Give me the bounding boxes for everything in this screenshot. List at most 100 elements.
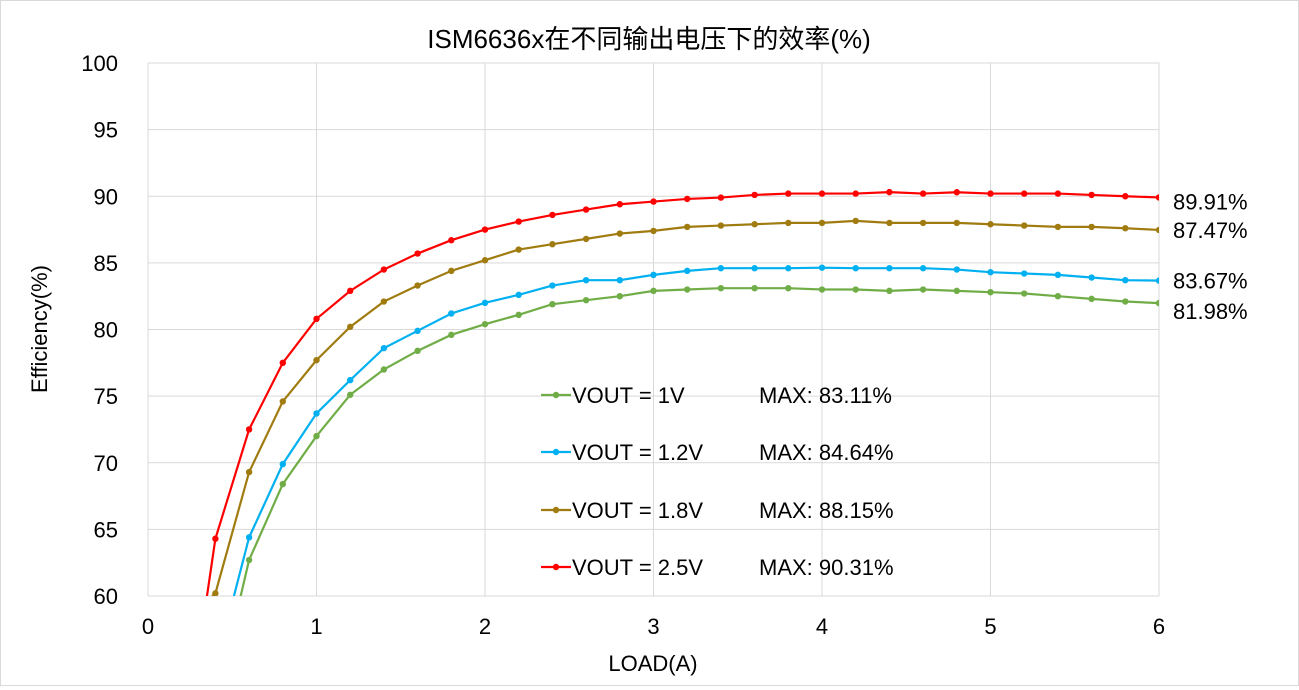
- data-point: [347, 391, 354, 398]
- data-point: [818, 264, 826, 271]
- data-point: [1155, 226, 1159, 234]
- data-point: [1088, 223, 1095, 231]
- data-point: [953, 219, 960, 227]
- series-line: [211, 219, 1159, 596]
- data-point: [481, 257, 489, 264]
- data-point: [785, 284, 792, 292]
- data-point: [313, 356, 320, 364]
- y-tick-label: 90: [94, 184, 118, 209]
- data-point: [448, 267, 455, 275]
- data-point: [717, 194, 725, 201]
- data-point: [380, 344, 388, 352]
- data-point: [414, 347, 421, 355]
- data-point: [852, 190, 859, 197]
- end-value-labels: 81.98% 83.67% 87.47% 89.91%: [1173, 189, 1248, 324]
- data-point: [852, 265, 859, 272]
- data-point: [953, 189, 960, 196]
- y-tick-label: 70: [94, 451, 118, 476]
- data-point: [1122, 225, 1129, 232]
- data-point: [582, 235, 590, 243]
- data-point: [684, 223, 691, 231]
- data-point: [549, 241, 556, 248]
- data-point: [1122, 193, 1129, 200]
- data-point: [616, 230, 623, 237]
- data-point: [582, 276, 590, 284]
- y-axis-ticks: 60 65 70 75 80 85 90 95 100: [81, 51, 118, 609]
- data-point: [380, 298, 388, 305]
- data-point: [279, 480, 286, 488]
- data-point: [886, 265, 893, 272]
- x-tick-label: 0: [142, 614, 154, 639]
- data-point: [650, 227, 657, 235]
- y-tick-label: 100: [81, 51, 118, 76]
- data-point: [919, 265, 927, 272]
- data-point: [481, 226, 489, 233]
- data-point: [1088, 295, 1095, 303]
- data-point: [919, 219, 927, 227]
- legend-item: VOUT = 2.5V MAX: 90.31%: [541, 555, 894, 580]
- data-point: [1155, 299, 1159, 307]
- data-point: [347, 376, 354, 384]
- data-point: [481, 320, 489, 328]
- data-point: [886, 188, 893, 196]
- data-point: [515, 311, 522, 319]
- data-point: [818, 219, 826, 227]
- data-point: [347, 323, 354, 331]
- legend-item: VOUT = 1.8V MAX: 88.15%: [541, 498, 894, 523]
- data-point: [751, 265, 758, 272]
- data-point: [279, 359, 286, 367]
- data-point: [448, 331, 455, 339]
- legend-swatch-marker: [552, 563, 560, 571]
- x-tick-label: 3: [647, 614, 659, 639]
- data-point: [785, 190, 792, 197]
- data-point: [1054, 292, 1062, 300]
- data-point: [313, 432, 320, 440]
- legend-max-label: MAX: 88.15%: [759, 498, 894, 523]
- data-point: [1054, 271, 1062, 279]
- data-point: [279, 460, 286, 468]
- data-point: [481, 299, 489, 307]
- data-point: [1155, 194, 1159, 201]
- data-point: [380, 266, 388, 273]
- data-point: [818, 190, 826, 197]
- data-point: [212, 590, 219, 596]
- data-point: [684, 195, 691, 203]
- y-tick-label: 75: [94, 384, 118, 409]
- data-point: [919, 190, 927, 197]
- plot-grid: [147, 62, 1160, 597]
- data-point: [785, 219, 792, 227]
- data-point: [751, 284, 758, 292]
- data-point: [616, 292, 623, 300]
- data-point: [919, 286, 927, 293]
- data-point: [684, 286, 691, 293]
- data-point: [515, 218, 522, 225]
- data-point: [448, 310, 455, 317]
- legend-series-name: VOUT = 1.8V: [572, 498, 703, 523]
- data-point: [1021, 190, 1028, 197]
- legend-max-label: MAX: 90.31%: [759, 555, 894, 580]
- data-point: [1021, 270, 1028, 277]
- data-point: [886, 219, 893, 227]
- legend-swatch-marker: [552, 448, 560, 456]
- x-tick-label: 4: [816, 614, 828, 639]
- end-value-label: 81.98%: [1173, 299, 1248, 324]
- x-axis-label: LOAD(A): [608, 651, 697, 676]
- data-point: [1021, 290, 1028, 297]
- end-value-label: 89.91%: [1173, 189, 1248, 214]
- data-point: [515, 291, 522, 299]
- y-tick-label: 80: [94, 318, 118, 343]
- legend-item: VOUT = 1V MAX: 83.11%: [541, 383, 892, 408]
- data-point: [1122, 276, 1129, 284]
- data-point: [313, 410, 320, 417]
- data-point: [582, 206, 590, 213]
- data-point: [380, 366, 388, 373]
- legend-swatch-marker: [552, 391, 560, 399]
- data-point: [818, 286, 826, 293]
- data-point: [852, 217, 859, 225]
- data-point: [616, 201, 623, 208]
- data-point: [1088, 191, 1095, 199]
- chart-title: ISM6636x在不同输出电压下的效率(%): [427, 24, 871, 54]
- data-point: [751, 191, 758, 199]
- data-point: [582, 296, 590, 304]
